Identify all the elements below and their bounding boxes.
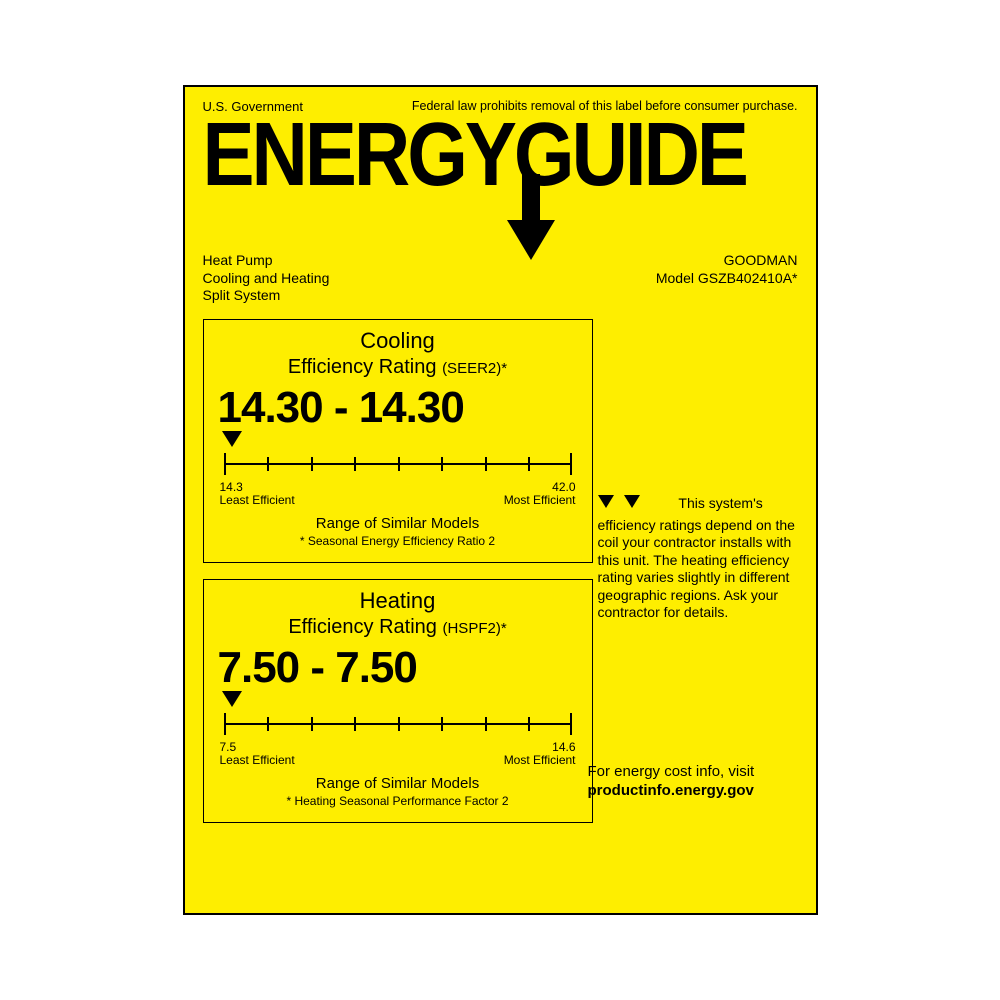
cooling-pointer-icon [222, 431, 242, 447]
cooling-caption: Range of Similar Models [218, 515, 578, 532]
cooling-subtitle: Efficiency Rating (SEER2)* [218, 356, 578, 379]
energy-info-line: For energy cost info, visit [588, 763, 798, 782]
tick [441, 717, 443, 731]
cooling-footnote: * Seasonal Energy Efficiency Ratio 2 [218, 534, 578, 548]
cooling-range: 14.30 - 14.30 [218, 383, 578, 433]
heating-metric: (HSPF2)* [442, 620, 506, 637]
tick [354, 457, 356, 471]
tick [441, 457, 443, 471]
heating-most: Most Efficient [504, 754, 576, 767]
cooling-subtitle-text: Efficiency Rating [288, 356, 437, 378]
heating-title: Heating [218, 588, 578, 614]
side-note: This system's efficiency ratings depend … [598, 495, 798, 622]
tick [267, 717, 269, 731]
product-type: Heat Pump Cooling and Heating Split Syst… [203, 252, 330, 305]
tick [224, 453, 226, 475]
side-note-lead [640, 495, 679, 511]
tick [528, 717, 530, 731]
product-model: GOODMAN Model GSZB402410A* [656, 252, 798, 305]
heating-subtitle-text: Efficiency Rating [288, 616, 437, 638]
heating-scale-labels: 7.5 Least Efficient 14.6 Most Efficient [220, 741, 576, 767]
cooling-least: Least Efficient [220, 494, 295, 507]
energy-info: For energy cost info, visit productinfo.… [588, 763, 798, 801]
logo: ENERGYGUIDE [203, 116, 798, 226]
tick [311, 717, 313, 731]
heating-scale [224, 713, 572, 739]
tick [485, 717, 487, 731]
heating-footnote: * Heating Seasonal Performance Factor 2 [218, 794, 578, 808]
heating-max-col: 14.6 Most Efficient [504, 741, 576, 767]
tick [570, 713, 572, 735]
side-note-text: This system's efficiency ratings depend … [598, 495, 795, 620]
tick [528, 457, 530, 471]
heating-box: Heating Efficiency Rating (HSPF2)* 7.50 … [203, 579, 593, 823]
energyguide-label: U.S. Government Federal law prohibits re… [183, 85, 818, 915]
model-line: Model GSZB402410A* [656, 270, 798, 288]
heating-pointer-icon [222, 691, 242, 707]
ratings-column: Cooling Efficiency Rating (SEER2)* 14.30… [203, 319, 593, 824]
cooling-metric: (SEER2)* [442, 360, 507, 377]
product-info: Heat Pump Cooling and Heating Split Syst… [203, 252, 798, 305]
down-arrow-icon [507, 174, 555, 260]
product-type-l1: Heat Pump [203, 252, 330, 270]
logo-text: ENERGYGUIDE [203, 116, 798, 192]
brand: GOODMAN [656, 252, 798, 270]
cooling-scale-labels: 14.3 Least Efficient 42.0 Most Efficient [220, 481, 576, 507]
cooling-box: Cooling Efficiency Rating (SEER2)* 14.30… [203, 319, 593, 563]
cooling-max-col: 42.0 Most Efficient [504, 481, 576, 507]
cooling-most: Most Efficient [504, 494, 576, 507]
cooling-min-col: 14.3 Least Efficient [220, 481, 295, 507]
heating-subtitle: Efficiency Rating (HSPF2)* [218, 616, 578, 639]
product-type-l3: Split System [203, 287, 330, 305]
cooling-max: 42.0 [504, 481, 576, 494]
tick [485, 457, 487, 471]
heating-range: 7.50 - 7.50 [218, 643, 578, 693]
energy-info-url: productinfo.energy.gov [588, 782, 798, 801]
tick [311, 457, 313, 471]
tick [570, 453, 572, 475]
heating-caption: Range of Similar Models [218, 775, 578, 792]
cooling-min: 14.3 [220, 481, 295, 494]
product-type-l2: Cooling and Heating [203, 270, 330, 288]
cooling-scale [224, 453, 572, 479]
heating-least: Least Efficient [220, 754, 295, 767]
tick [354, 717, 356, 731]
cooling-title: Cooling [218, 328, 578, 354]
tick [224, 713, 226, 735]
range-pointers-icon [598, 495, 640, 513]
tick [398, 717, 400, 731]
tick [398, 457, 400, 471]
model-number: GSZB402410A* [698, 270, 798, 286]
tick [267, 457, 269, 471]
heating-min-col: 7.5 Least Efficient [220, 741, 295, 767]
model-label: Model [656, 270, 694, 286]
